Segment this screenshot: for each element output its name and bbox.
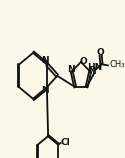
Text: CH₃: CH₃ — [109, 61, 125, 70]
Text: N: N — [88, 67, 96, 76]
Text: O: O — [97, 49, 104, 58]
Text: N: N — [41, 56, 49, 65]
Text: HN: HN — [87, 63, 102, 72]
Text: N: N — [67, 65, 75, 74]
Text: Cl: Cl — [61, 138, 71, 147]
Text: N: N — [41, 86, 48, 95]
Text: O: O — [79, 58, 87, 66]
